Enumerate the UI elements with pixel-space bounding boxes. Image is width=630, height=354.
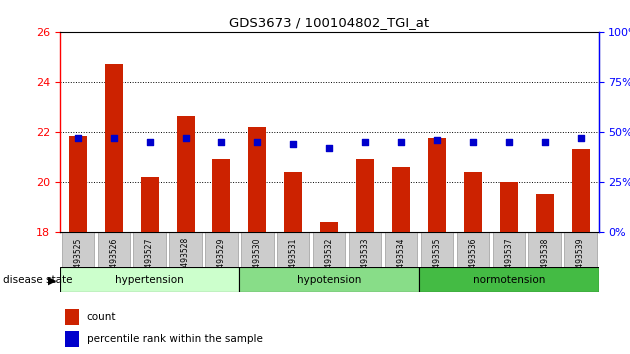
Point: [467, 139, 478, 145]
FancyBboxPatch shape: [493, 232, 525, 267]
Text: percentile rank within the sample: percentile rank within the sample: [87, 334, 263, 344]
Point: [576, 135, 586, 141]
Bar: [500, 182, 518, 232]
Text: GSM493535: GSM493535: [432, 237, 442, 284]
FancyBboxPatch shape: [241, 232, 273, 267]
FancyBboxPatch shape: [349, 232, 381, 267]
FancyBboxPatch shape: [60, 267, 239, 292]
Text: ▶: ▶: [48, 275, 57, 285]
Point: [396, 139, 406, 145]
FancyBboxPatch shape: [421, 232, 453, 267]
Text: count: count: [87, 312, 117, 322]
FancyBboxPatch shape: [529, 232, 561, 267]
Bar: [536, 194, 554, 232]
FancyBboxPatch shape: [239, 267, 419, 292]
Bar: [66, 331, 79, 347]
Text: GSM493531: GSM493531: [289, 237, 298, 284]
Point: [360, 139, 370, 145]
FancyBboxPatch shape: [169, 232, 202, 267]
Text: GSM493534: GSM493534: [396, 237, 406, 284]
Bar: [320, 222, 338, 232]
FancyBboxPatch shape: [419, 267, 598, 292]
Point: [144, 139, 155, 145]
Text: GSM493539: GSM493539: [576, 237, 585, 284]
Bar: [571, 149, 590, 232]
Text: hypertension: hypertension: [115, 275, 184, 285]
Text: GSM493530: GSM493530: [253, 237, 262, 284]
Bar: [392, 167, 410, 232]
Bar: [176, 116, 195, 232]
Point: [180, 135, 190, 141]
Bar: [66, 309, 79, 325]
Bar: [140, 177, 159, 232]
FancyBboxPatch shape: [134, 232, 166, 267]
Bar: [428, 138, 446, 232]
Text: hypotension: hypotension: [297, 275, 362, 285]
Bar: [248, 127, 266, 232]
Bar: [69, 136, 87, 232]
FancyBboxPatch shape: [205, 232, 238, 267]
Text: GSM493529: GSM493529: [217, 237, 226, 284]
Text: GSM493533: GSM493533: [360, 237, 370, 284]
FancyBboxPatch shape: [98, 232, 130, 267]
Title: GDS3673 / 100104802_TGI_at: GDS3673 / 100104802_TGI_at: [229, 16, 429, 29]
FancyBboxPatch shape: [385, 232, 417, 267]
Bar: [105, 64, 123, 232]
Point: [504, 139, 514, 145]
Text: GSM493532: GSM493532: [324, 237, 334, 284]
Point: [288, 141, 299, 147]
Bar: [464, 172, 482, 232]
Text: GSM493525: GSM493525: [73, 237, 83, 284]
Point: [539, 139, 549, 145]
Point: [324, 145, 334, 151]
Bar: [356, 159, 374, 232]
Bar: [212, 159, 231, 232]
FancyBboxPatch shape: [313, 232, 345, 267]
Point: [217, 139, 227, 145]
Point: [432, 137, 442, 143]
FancyBboxPatch shape: [457, 232, 489, 267]
Text: disease state: disease state: [3, 275, 72, 285]
FancyBboxPatch shape: [564, 232, 597, 267]
Text: GSM493538: GSM493538: [540, 237, 549, 284]
Text: GSM493526: GSM493526: [109, 237, 118, 284]
Text: GSM493537: GSM493537: [504, 237, 513, 284]
Text: normotension: normotension: [472, 275, 545, 285]
Text: GSM493527: GSM493527: [145, 237, 154, 284]
Point: [252, 139, 263, 145]
FancyBboxPatch shape: [277, 232, 309, 267]
Point: [108, 135, 118, 141]
Point: [73, 135, 83, 141]
Text: GSM493536: GSM493536: [468, 237, 478, 284]
Text: GSM493528: GSM493528: [181, 237, 190, 284]
Bar: [284, 172, 302, 232]
FancyBboxPatch shape: [62, 232, 94, 267]
